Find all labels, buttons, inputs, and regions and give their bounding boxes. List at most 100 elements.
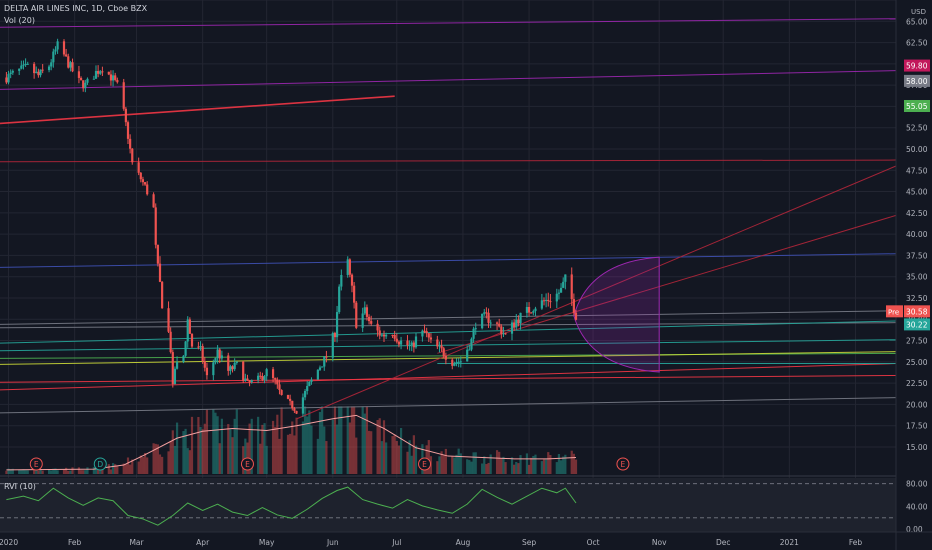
trend-lines[interactable] <box>0 18 897 420</box>
candle-body <box>557 292 561 294</box>
volume-bar <box>79 470 83 474</box>
volume-bar <box>184 428 187 474</box>
candle-body <box>348 259 351 275</box>
symbol-title: DELTA AIR LINES INC, 1D, Cboe BZX <box>4 4 148 13</box>
volume-bar <box>574 459 578 474</box>
time-tick-label: Feb <box>68 538 82 547</box>
volume-bar <box>361 406 364 474</box>
price-tag-text: 58.00 <box>906 77 928 86</box>
volume-bars <box>5 406 578 474</box>
candle-body <box>534 308 537 312</box>
candle-body <box>220 355 223 359</box>
volume-bar <box>385 442 388 474</box>
candle-body <box>468 349 471 351</box>
volume-bar <box>276 414 279 474</box>
candle-body <box>65 54 68 57</box>
volume-bar <box>24 470 27 474</box>
volume-bar <box>534 454 537 474</box>
volume-bar <box>99 467 102 474</box>
candle-body <box>229 366 232 371</box>
time-tick-label: Dec <box>716 538 731 547</box>
candle-body <box>376 323 379 331</box>
candle-body <box>169 331 172 353</box>
volume-bar <box>472 452 475 474</box>
candle-body <box>301 397 305 414</box>
volume-bar <box>335 424 339 474</box>
candle-body <box>201 346 204 362</box>
candle-body <box>186 319 189 342</box>
volume-bar <box>346 406 349 474</box>
candle-body <box>331 332 334 358</box>
candle-body <box>295 410 298 414</box>
volume-bar <box>487 462 490 474</box>
volume-bar <box>190 416 194 474</box>
volume-bar <box>97 467 100 474</box>
volume-bar <box>289 433 292 474</box>
candle-body <box>101 71 104 73</box>
volume-bar <box>154 443 157 474</box>
candle-body <box>365 307 369 317</box>
candle-body <box>154 207 157 245</box>
candle-body <box>152 194 155 208</box>
pre-tag-text: Pre <box>888 308 899 316</box>
volume-bar <box>69 470 72 474</box>
volume-bar <box>203 423 206 474</box>
volume-bar <box>318 411 322 474</box>
candle-body <box>261 376 264 380</box>
event-label: E <box>422 460 427 469</box>
candle-body <box>67 56 70 68</box>
candle-body <box>171 352 174 385</box>
volume-bar <box>519 455 522 474</box>
time-axis[interactable]: 2020 Feb Mar Apr May Jun Jul Aug Sep Oct Nov Dec 202… <box>0 531 932 547</box>
candle-body <box>564 274 567 282</box>
candle-body <box>20 65 23 69</box>
volume-bar <box>455 454 458 474</box>
volume-bar <box>33 469 36 474</box>
volume-bar <box>67 470 70 474</box>
volume-bar <box>56 470 59 474</box>
volume-bar <box>286 434 290 474</box>
volume-bar <box>214 412 217 474</box>
candle-body <box>33 63 36 74</box>
trend-line <box>0 159 897 163</box>
candle-body <box>574 312 578 320</box>
price-tick-label: 17.50 <box>906 422 928 431</box>
trend-line <box>0 320 897 344</box>
candle-body <box>306 385 309 392</box>
candle-body <box>423 330 426 332</box>
candle-body <box>412 342 415 348</box>
volume-bar <box>231 437 234 474</box>
volume-bar <box>466 459 469 474</box>
volume-bar <box>199 426 202 474</box>
volume-bar <box>171 430 174 474</box>
candle-body <box>485 312 488 314</box>
volume-bar <box>532 455 535 474</box>
candle-body <box>235 361 238 363</box>
volume-bar <box>5 470 8 474</box>
candle-body <box>7 74 10 83</box>
candle-body <box>146 184 149 195</box>
candle-body <box>227 355 230 371</box>
price-tag-text: 59.80 <box>906 62 928 71</box>
candle-body <box>9 72 12 75</box>
candle-body <box>525 306 529 313</box>
price-tag-box <box>904 74 930 87</box>
volume-bar <box>188 450 191 474</box>
candle-body <box>321 366 324 368</box>
price-tag-box <box>904 59 930 72</box>
candle-body <box>212 362 215 376</box>
candle-body <box>18 68 21 71</box>
candle-body <box>421 330 424 337</box>
volume-bar <box>235 409 238 474</box>
candle-body <box>77 71 81 78</box>
candle-body <box>547 299 550 302</box>
volume-bar <box>156 444 159 474</box>
time-tick-label: Apr <box>196 538 210 547</box>
volume-bar <box>549 455 552 474</box>
projection-cone <box>573 256 660 373</box>
volume-bar <box>510 457 514 474</box>
candle-body <box>316 369 319 380</box>
price-tick-label: 22.50 <box>906 379 928 388</box>
